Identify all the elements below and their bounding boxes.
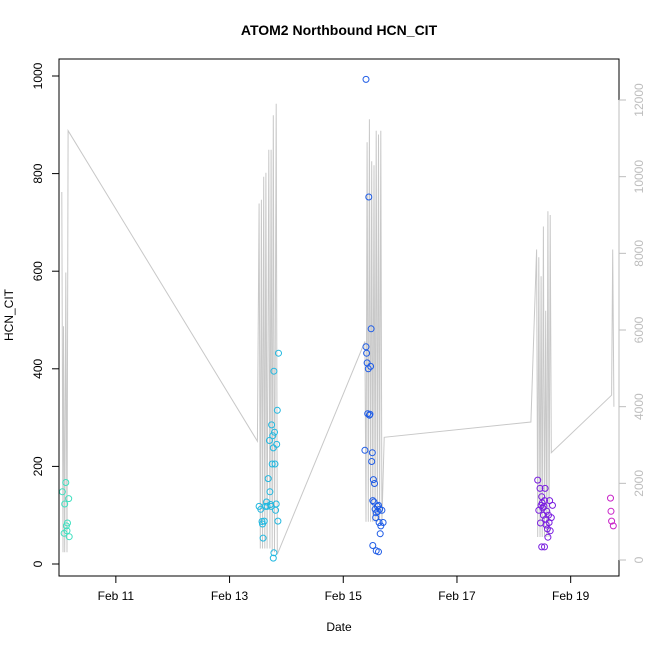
data-point	[368, 449, 376, 457]
data-point	[379, 519, 387, 526]
x-tick-label: Feb 15	[325, 589, 363, 603]
data-point	[260, 517, 268, 525]
line-layer	[61, 103, 615, 555]
data-point	[608, 517, 616, 525]
data-point	[544, 533, 552, 541]
data-point	[549, 501, 556, 509]
y-tick-label: 800	[31, 163, 45, 183]
axis-layer: Feb 11 Feb 13 Feb 15 Feb 17 Feb 19 0 200 400 600…	[31, 62, 646, 603]
data-point	[375, 501, 382, 509]
data-point	[274, 517, 282, 525]
data-point	[539, 504, 547, 512]
data-point	[65, 533, 73, 541]
data-point	[369, 497, 377, 505]
data-point	[607, 507, 615, 515]
data-point	[538, 499, 546, 507]
y2-tick-label: 8000	[632, 240, 646, 267]
series-line	[61, 103, 615, 555]
data-point	[272, 500, 280, 508]
data-point	[376, 530, 384, 538]
data-point	[371, 480, 378, 487]
data-point	[271, 428, 278, 436]
data-point	[539, 511, 547, 519]
data-point	[536, 484, 544, 492]
data-point	[259, 534, 267, 542]
data-point	[265, 437, 273, 444]
data-point	[269, 554, 277, 562]
data-point	[375, 519, 383, 526]
data-point	[364, 365, 372, 373]
points-layer	[58, 75, 617, 562]
data-point	[269, 432, 277, 440]
data-point	[264, 475, 272, 483]
data-point	[270, 549, 278, 557]
y-tick-label: 200	[31, 456, 45, 476]
data-point	[65, 495, 73, 503]
data-point	[546, 527, 554, 535]
data-point	[541, 484, 549, 492]
data-point	[363, 349, 371, 357]
data-point	[369, 542, 377, 549]
data-point	[268, 421, 276, 429]
x-axis-label: Date	[326, 620, 352, 634]
data-point	[372, 514, 380, 522]
data-point	[541, 497, 548, 505]
y2-tick-label: 0	[632, 556, 646, 563]
y2-tick-label: 6000	[632, 316, 646, 343]
data-point	[607, 494, 614, 502]
data-point	[263, 502, 271, 510]
x-tick-label: Feb 13	[211, 589, 249, 603]
y2-tick-label: 4000	[632, 393, 646, 420]
data-point	[609, 522, 617, 530]
y-tick-label: 600	[31, 261, 45, 281]
data-point	[271, 460, 279, 468]
data-point	[369, 476, 377, 484]
x-tick-label: Feb 17	[438, 589, 476, 603]
data-point	[64, 519, 71, 527]
data-point	[366, 410, 374, 418]
data-point	[273, 440, 281, 448]
data-point	[63, 527, 71, 535]
data-point	[266, 488, 274, 496]
data-point	[368, 458, 376, 465]
y-tick-label: 0	[31, 560, 45, 567]
data-point	[273, 406, 281, 414]
data-point	[547, 514, 555, 522]
data-point	[534, 476, 542, 484]
data-point	[62, 479, 70, 486]
data-point	[275, 349, 282, 357]
y-tick-label: 400	[31, 358, 45, 378]
x-tick-label: Feb 19	[552, 589, 590, 603]
data-point	[367, 362, 375, 370]
y-axis-label: HCN_CIT	[2, 288, 16, 341]
data-point	[61, 500, 69, 508]
data-point	[378, 506, 386, 514]
data-point	[270, 367, 278, 375]
data-point	[375, 548, 382, 556]
y2-tick-label: 12000	[632, 83, 646, 117]
data-point	[538, 543, 546, 551]
y2-tick-label: 10000	[632, 160, 646, 194]
data-point	[370, 498, 378, 506]
y2-tick-label: 2000	[632, 470, 646, 497]
data-point	[543, 507, 551, 515]
data-point	[268, 460, 276, 468]
data-point	[541, 543, 548, 551]
data-point	[367, 325, 375, 333]
data-point	[365, 193, 373, 201]
data-point	[362, 75, 370, 83]
data-point	[361, 446, 369, 454]
chart-title: ATOM2 Northbound HCN_CIT	[241, 22, 438, 38]
y-tick-label: 1000	[31, 62, 45, 89]
x-tick-label: Feb 11	[98, 589, 135, 603]
